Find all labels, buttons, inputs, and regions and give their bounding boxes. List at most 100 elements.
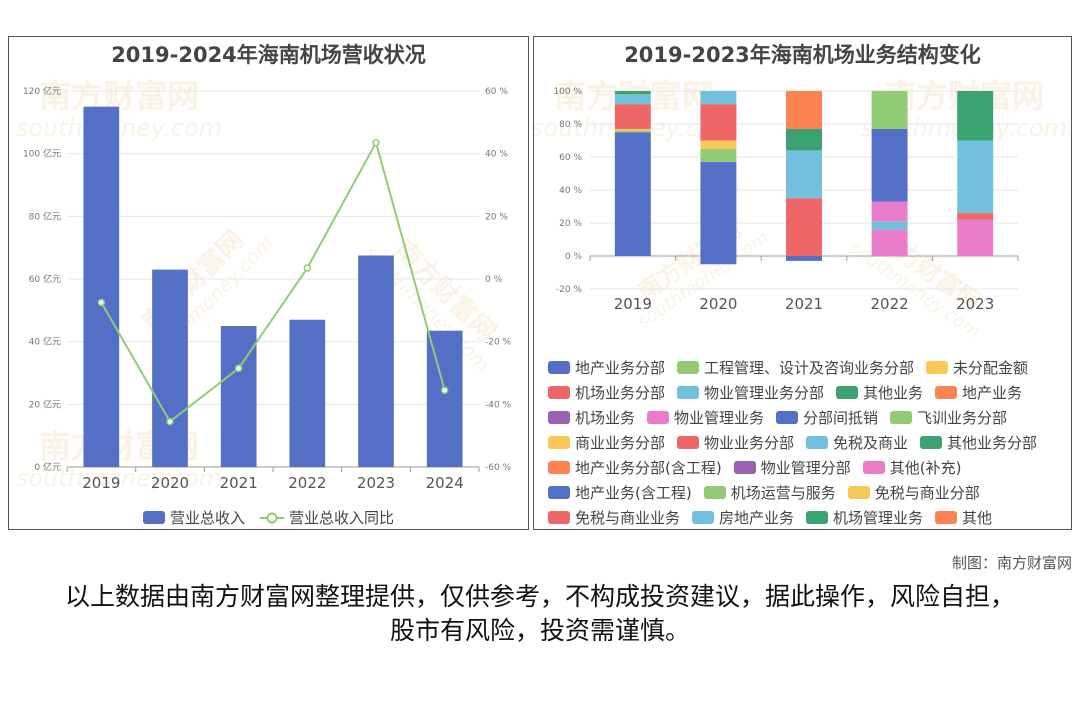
legend-label-revenue: 营业总收入 — [169, 509, 245, 527]
y-tick-label: 80 % — [559, 120, 582, 130]
legend-item[interactable]: 地产业务(含工程) — [548, 482, 692, 503]
legend-item[interactable]: 免税与商业分部 — [847, 482, 980, 503]
legend-item[interactable]: 免税与商业业务 — [548, 507, 680, 528]
stacked-bar-segment — [871, 221, 908, 230]
revenue-legend: 营业总收入 营业总收入同比 — [9, 507, 528, 528]
legend-item[interactable]: 免税及商业 — [806, 432, 908, 453]
structure-chart-panel: 2019-2023年海南机场业务结构变化 南方财富网 southmoney.com… — [533, 36, 1072, 530]
disclaimer-text: 以上数据由南方财富网整理提供，仅供参考，不构成投资建议，据此操作，风险自担，股市… — [64, 582, 1015, 645]
legend-row: 商业业务分部 物业业务分部 免税及商业 其他业务分部 — [548, 430, 1068, 455]
x-tick-label: 2021 — [785, 295, 823, 313]
y-left-tick-label: 60 亿元 — [29, 273, 61, 285]
stacked-bar-segment — [957, 213, 994, 220]
legend-item[interactable]: 地产业务分部 — [548, 357, 665, 378]
legend-label: 分部间抵销 — [803, 409, 879, 427]
revenue-bar — [83, 106, 120, 468]
y-right-tick-label: -60 % — [485, 463, 512, 473]
watermark-en-text: southmoney.com — [16, 464, 222, 492]
stacked-bar-segment — [786, 91, 822, 129]
legend-item[interactable]: 机场业务分部 — [548, 382, 665, 403]
legend-item-revenue[interactable]: 营业总收入 — [142, 507, 245, 528]
legend-item[interactable]: 地产业务分部(含工程) — [548, 457, 722, 478]
legend-item[interactable]: 工程管理、设计及咨询业务分部 — [677, 357, 914, 378]
x-tick-label: 2023 — [357, 474, 395, 492]
legend-item[interactable]: 飞训业务分部 — [890, 407, 1007, 428]
legend-label: 物业管理业务分部 — [704, 384, 825, 402]
structure-chart-svg: 南方财富网southmoney.com南方财富网southmoney.com南方… — [534, 77, 1067, 337]
y-tick-label: 0 % — [565, 252, 583, 262]
legend-item[interactable]: 其他(补充) — [862, 457, 962, 478]
legend-item[interactable]: 分部间抵销 — [776, 407, 878, 428]
stacked-bar-segment — [700, 256, 737, 265]
legend-swatch — [935, 386, 958, 399]
x-tick-label: 2022 — [288, 474, 326, 492]
legend-label: 机场运营与服务 — [730, 484, 836, 502]
y-tick-label: 60 % — [559, 153, 582, 163]
legend-item-revenue-yoy[interactable]: 营业总收入同比 — [259, 507, 394, 528]
legend-label: 工程管理、设计及咨询业务分部 — [704, 359, 915, 377]
stacked-bar-segment — [786, 128, 822, 151]
revenue-bar — [152, 269, 188, 467]
legend-item[interactable]: 物业业务分部 — [677, 432, 794, 453]
chart-credit: 制图：南方财富网 — [951, 554, 1072, 572]
legend-item[interactable]: 机场运营与服务 — [703, 482, 836, 503]
stacked-bar-segment — [700, 161, 737, 256]
stacked-bar-segment — [700, 140, 737, 149]
legend-swatch — [548, 386, 570, 399]
legend-swatch — [776, 411, 799, 424]
legend-item[interactable]: 其他业务 — [836, 382, 923, 403]
legend-item[interactable]: 其他业务分部 — [920, 432, 1037, 453]
x-tick-label: 2023 — [956, 295, 994, 313]
revenue-yoy-point — [303, 264, 312, 272]
legend-item[interactable]: 物业管理分部 — [733, 457, 851, 478]
x-tick-label: 2024 — [426, 474, 464, 492]
legend-label: 其他业务 — [863, 384, 924, 402]
x-tick-label: 2019 — [82, 474, 120, 492]
legend-swatch-revenue — [142, 511, 165, 524]
stacked-bar-segment — [786, 198, 822, 256]
revenue-yoy-point — [372, 138, 380, 147]
stacked-bar-segment — [614, 128, 651, 131]
legend-item[interactable]: 物业管理业务 — [647, 407, 764, 428]
legend-item[interactable]: 房地产业务 — [692, 507, 794, 528]
legend-item[interactable]: 未分配金额 — [926, 357, 1028, 378]
stacked-bar-segment — [700, 148, 737, 162]
legend-swatch — [920, 436, 943, 449]
legend-item[interactable]: 其他 — [935, 507, 992, 528]
revenue-bar — [358, 255, 394, 467]
legend-swatch — [926, 361, 949, 374]
legend-label: 物业管理业务 — [674, 409, 765, 427]
legend-item[interactable]: 地产业务 — [935, 382, 1022, 403]
y-tick-label: 40 % — [559, 186, 582, 196]
legend-item[interactable]: 物业管理业务分部 — [677, 382, 824, 403]
legend-label: 机场业务 — [575, 409, 636, 427]
revenue-yoy-line — [100, 140, 446, 424]
y-tick-label: -20 % — [556, 285, 583, 295]
stacked-bar-segment — [957, 140, 994, 214]
y-left-tick-label: 40 亿元 — [29, 336, 61, 348]
legend-item[interactable]: 商业业务分部 — [548, 432, 665, 453]
legend-label: 房地产业务 — [719, 509, 795, 527]
stacked-bar-segment — [786, 150, 822, 199]
structure-legend: 地产业务分部 工程管理、设计及咨询业务分部 未分配金额 机场业务分部 物业管理业务分部其… — [548, 355, 1068, 530]
revenue-yoy-point — [166, 417, 174, 426]
legend-label: 商业业务分部 — [575, 434, 666, 452]
legend-label: 地产业务 — [962, 384, 1023, 402]
legend-label: 地产业务分部 — [575, 359, 666, 377]
legend-label: 其他(补充) — [889, 459, 962, 477]
x-tick-label: 2021 — [220, 474, 258, 492]
y-tick-label: 100 % — [553, 87, 582, 97]
legend-item[interactable]: 机场管理业务 — [806, 507, 923, 528]
stacked-bar-segment — [614, 132, 651, 256]
x-tick-label: 2020 — [151, 474, 189, 492]
legend-swatch — [548, 511, 570, 524]
stacked-bar-segment — [957, 219, 994, 256]
revenue-bar — [220, 326, 257, 467]
stacked-bar-segment — [957, 91, 994, 141]
legend-swatch — [847, 486, 870, 499]
legend-label: 机场管理业务 — [833, 509, 924, 527]
revenue-yoy-point — [440, 386, 449, 394]
legend-item[interactable]: 机场业务 — [548, 407, 635, 428]
legend-row: 机场业务分部 物业管理业务分部 其他业务 地产业务 — [548, 380, 1068, 405]
